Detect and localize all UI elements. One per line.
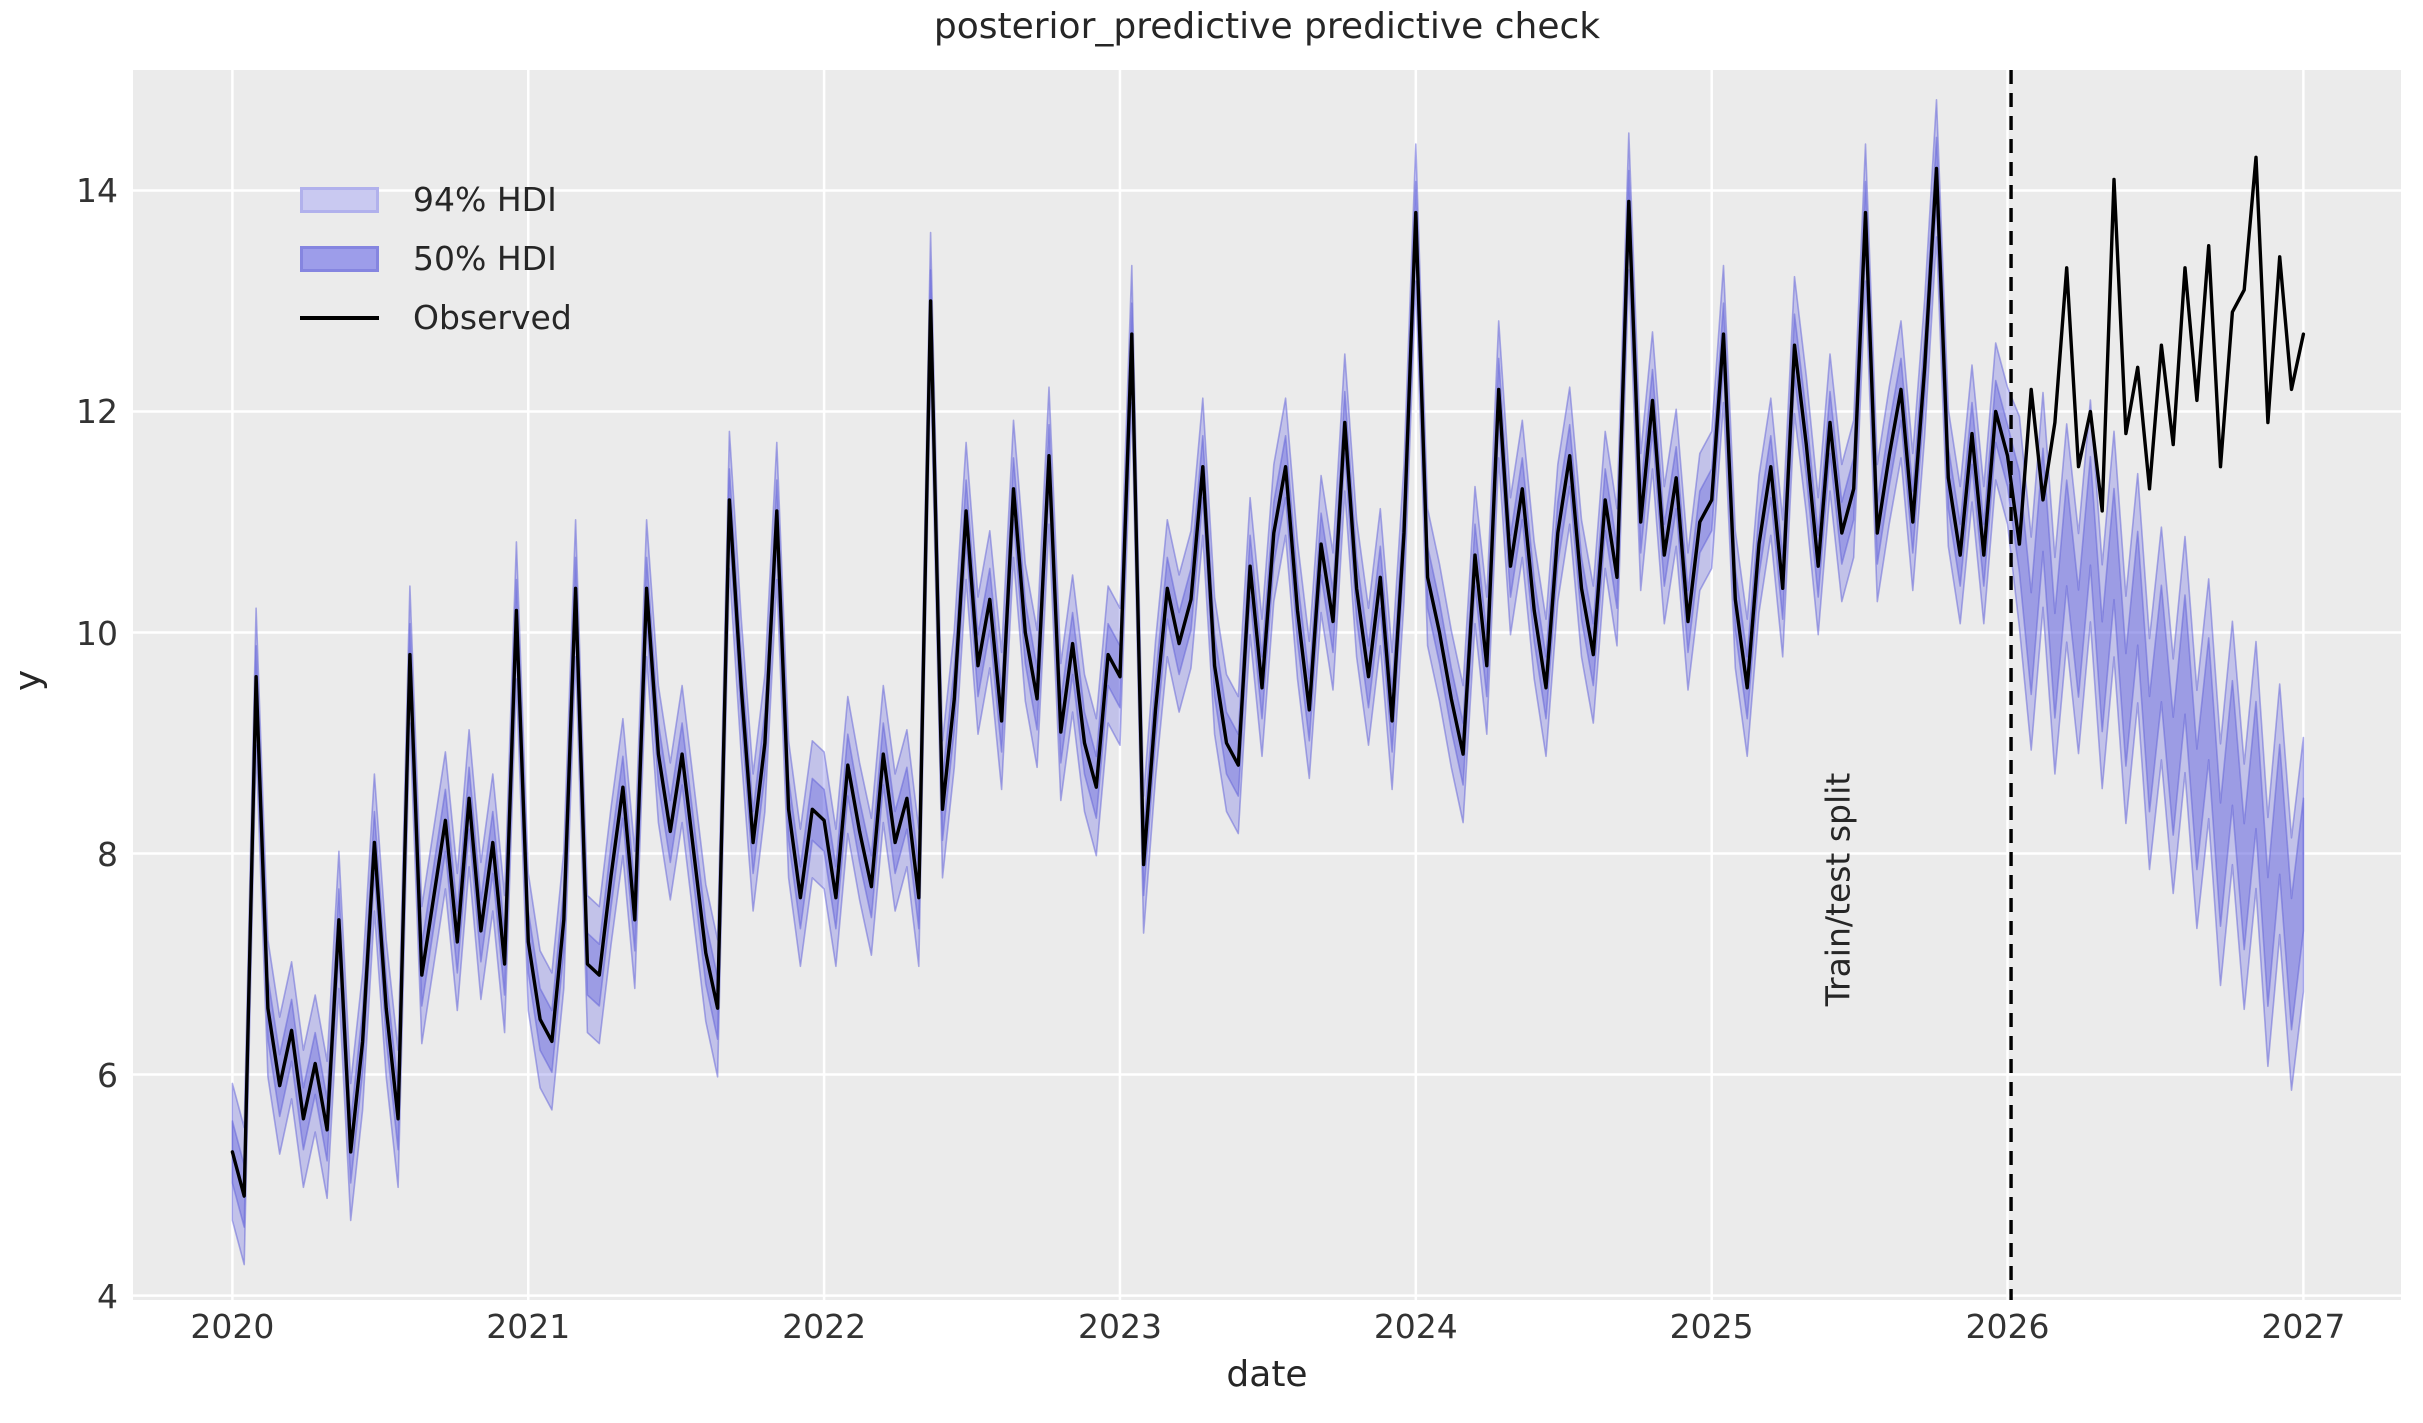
x-tick-label: 2024: [1373, 1307, 1458, 1346]
y-tick-label: 8: [97, 834, 118, 874]
chart-title: posterior_predictive predictive check: [933, 6, 1601, 47]
y-tick-label: 10: [76, 613, 118, 653]
x-axis-label: date: [1226, 1354, 1308, 1395]
hdi-50-swatch-icon: [300, 245, 379, 272]
legend-item-94-hdi: 94% HDI: [300, 170, 572, 229]
hdi-94-swatch-icon: [300, 186, 379, 213]
legend: 94% HDI 50% HDI Observed: [300, 170, 572, 347]
train-test-split-label: Train/test split: [1818, 772, 1858, 1007]
y-tick-label: 4: [97, 1276, 118, 1316]
chart-canvas: [133, 70, 2401, 1300]
observed-line-swatch-icon: [300, 315, 379, 320]
legend-label: 94% HDI: [413, 180, 557, 219]
legend-label: Observed: [413, 298, 572, 337]
x-tick-label: 2025: [1669, 1307, 1754, 1346]
y-axis-label: y: [7, 669, 49, 692]
x-tick-label: 2021: [486, 1307, 571, 1346]
observed-line: [230, 155, 2306, 1198]
x-tick-label: 2020: [190, 1307, 275, 1346]
y-tick-label: 14: [76, 171, 118, 211]
plot-area: 94% HDI 50% HDI Observed: [133, 70, 2401, 1300]
x-tick-label: 2022: [782, 1307, 867, 1346]
legend-item-observed: Observed: [300, 288, 572, 347]
x-tick-label: 2026: [1965, 1307, 2050, 1346]
legend-label: 50% HDI: [413, 239, 557, 278]
y-tick-label: 6: [97, 1055, 118, 1095]
legend-item-50-hdi: 50% HDI: [300, 229, 572, 288]
x-tick-label: 2027: [2261, 1307, 2346, 1346]
x-tick-label: 2023: [1077, 1307, 1162, 1346]
y-tick-label: 12: [76, 392, 118, 432]
